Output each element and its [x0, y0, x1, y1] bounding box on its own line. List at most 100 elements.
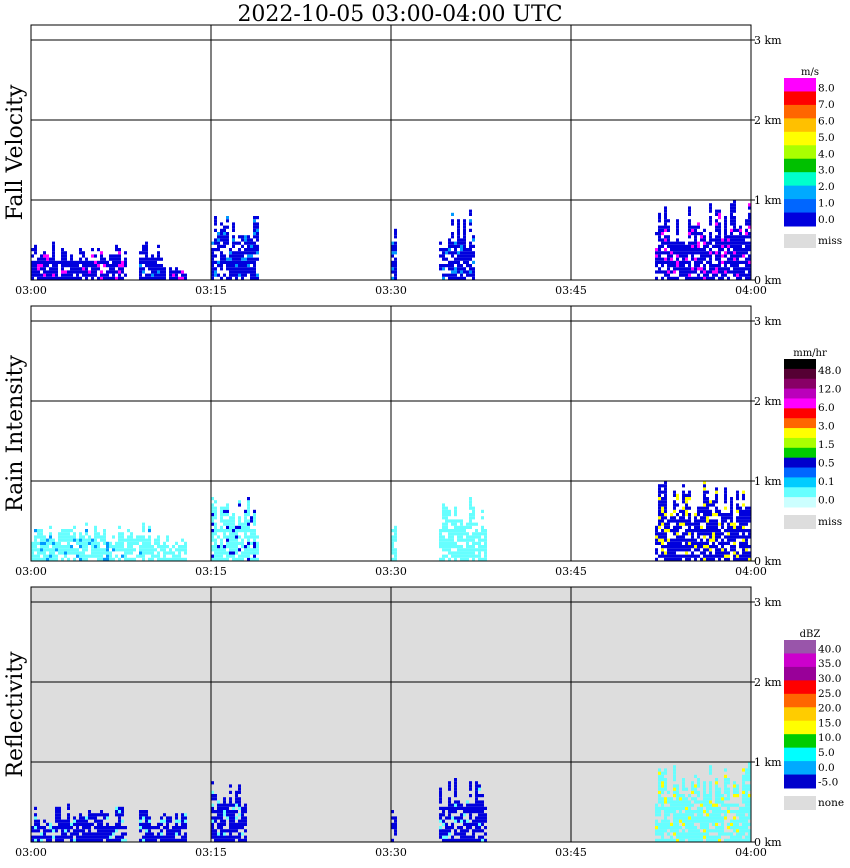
echo-cell [91, 260, 94, 264]
echo-cell [181, 273, 184, 277]
echo-cell [745, 228, 748, 232]
echo-cell [244, 551, 247, 555]
echo-cell [745, 535, 748, 539]
echo-cell [238, 270, 241, 274]
echo-cell [256, 545, 259, 549]
echo-cell [157, 545, 160, 549]
echo-cell [739, 832, 742, 836]
echo-cell [394, 273, 397, 277]
echo-cell [673, 554, 676, 558]
echo-cell [85, 554, 88, 558]
echo-cell [655, 813, 658, 817]
echo-cell [151, 267, 154, 271]
echo-cell [700, 551, 703, 555]
echo-cell [61, 529, 64, 533]
echo-cell [673, 519, 676, 523]
echo-cell [103, 532, 106, 536]
echo-cell [715, 551, 718, 555]
echo-cell [703, 497, 706, 501]
echo-cell [448, 829, 451, 833]
echo-cell [715, 244, 718, 248]
echo-cell [235, 257, 238, 261]
echo-cell [253, 522, 256, 526]
echo-cell [235, 822, 238, 826]
echo-cell [469, 806, 472, 810]
echo-cell [667, 541, 670, 545]
echo-cell [718, 513, 721, 517]
echo-cell [676, 800, 679, 804]
echo-cell [727, 241, 730, 245]
echo-cell [394, 257, 397, 261]
echo-cell [730, 244, 733, 248]
echo-cell [103, 541, 106, 545]
echo-cell [745, 794, 748, 798]
echo-cell [715, 806, 718, 810]
echo-cell [748, 787, 751, 791]
echo-cell [157, 554, 160, 558]
echo-cell [211, 819, 214, 823]
echo-cell [169, 276, 172, 280]
echo-cell [256, 557, 259, 561]
echo-cell [55, 826, 58, 830]
echo-cell [670, 806, 673, 810]
echo-cell [121, 267, 124, 271]
echo-cell [112, 832, 115, 836]
echo-region [439, 778, 487, 842]
colorbar-level-label: 3.0 [818, 420, 835, 432]
echo-cell [694, 238, 697, 242]
echo-cell [457, 525, 460, 529]
echo-cell [223, 551, 226, 555]
echo-cell [673, 784, 676, 788]
echo-cell [394, 557, 397, 561]
echo-cell [178, 551, 181, 555]
echo-cell [157, 267, 160, 271]
echo-cell [229, 276, 232, 280]
echo-cell [67, 270, 70, 274]
echo-cell [655, 525, 658, 529]
echo-cell [439, 813, 442, 817]
echo-cell [697, 232, 700, 236]
echo-cell [64, 254, 67, 258]
echo-cell [442, 810, 445, 814]
echo-cell [442, 538, 445, 542]
echo-cell [43, 260, 46, 264]
echo-cell [742, 535, 745, 539]
echo-cell [661, 535, 664, 539]
echo-cell [676, 248, 679, 252]
echo-cell [745, 235, 748, 239]
echo-cell [466, 270, 469, 274]
echo-cell [442, 276, 445, 280]
echo-cell [442, 267, 445, 271]
echo-cell [223, 522, 226, 526]
echo-cell [64, 264, 67, 268]
colorbar-level-label: 12.0 [818, 383, 841, 395]
echo-cell [61, 826, 64, 830]
echo-cell [721, 254, 724, 258]
echo-region [439, 209, 475, 280]
echo-cell [676, 826, 679, 830]
echo-cell [739, 519, 742, 523]
echo-cell [712, 273, 715, 277]
echo-cell [61, 276, 64, 280]
echo-cell [226, 557, 229, 561]
echo-cell [64, 276, 67, 280]
echo-cell [664, 225, 667, 229]
echo-cell [673, 506, 676, 510]
echo-cell [469, 270, 472, 274]
echo-cell [655, 548, 658, 552]
echo-cell [748, 838, 751, 842]
echo-cell [61, 273, 64, 277]
echo-cell [58, 816, 61, 820]
echo-cell [688, 209, 691, 213]
echo-cell [148, 541, 151, 545]
echo-cell [214, 794, 217, 798]
echo-cell [91, 545, 94, 549]
echo-cell [211, 538, 214, 542]
echo-cell [232, 548, 235, 552]
echo-cell [730, 832, 733, 836]
echo-cell [91, 541, 94, 545]
echo-cell [682, 484, 685, 488]
echo-cell [694, 800, 697, 804]
echo-cell [214, 500, 217, 504]
